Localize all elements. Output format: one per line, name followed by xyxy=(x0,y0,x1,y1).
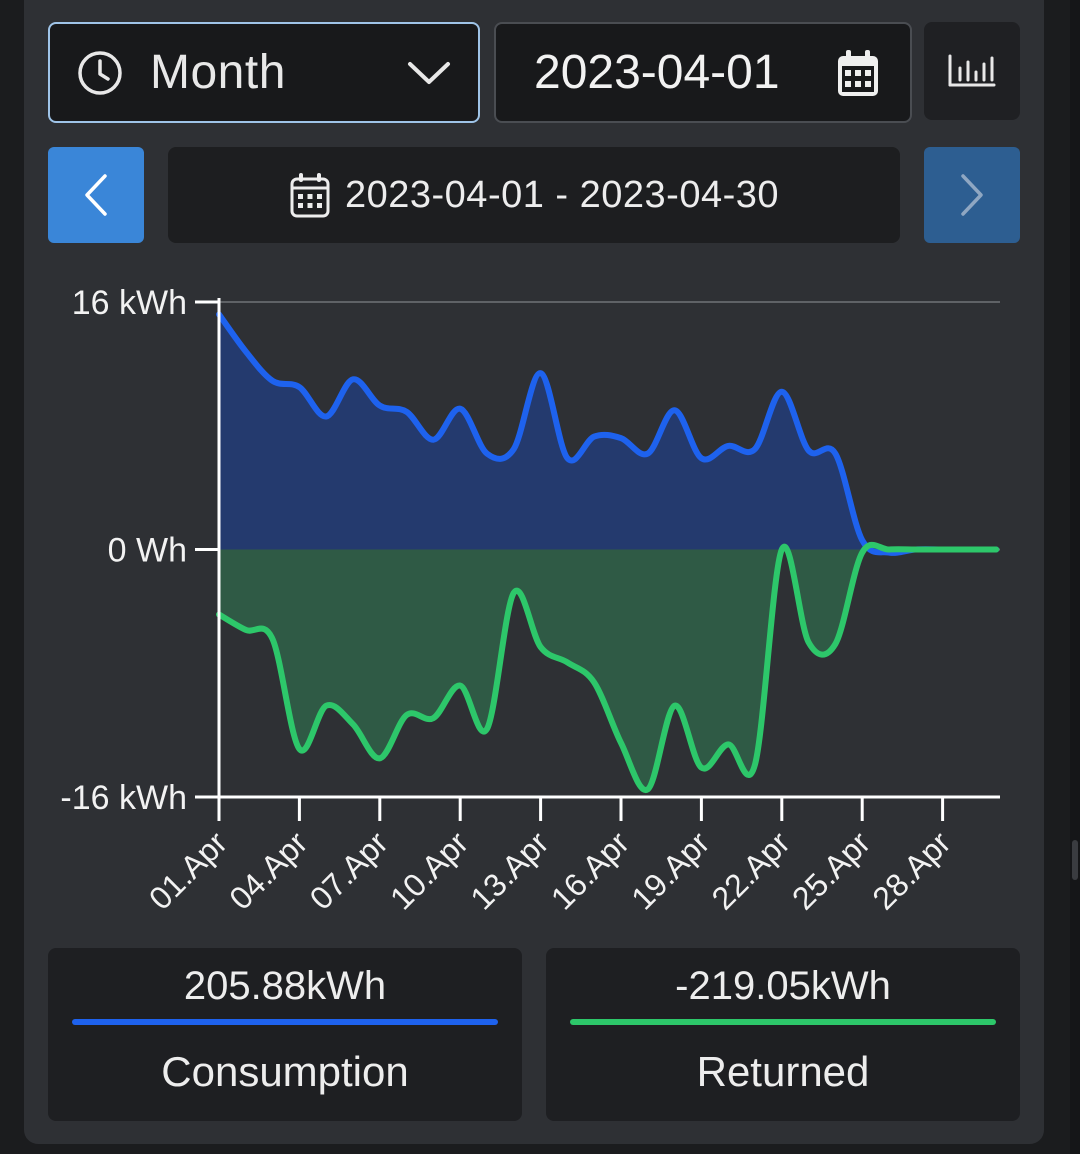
consumption-total-value: 205.88kWh xyxy=(183,964,387,1008)
consumption-line xyxy=(216,311,1000,556)
consumption-total-card[interactable]: 205.88kWh Consumption xyxy=(48,948,522,1121)
y-tick-label: 0 Wh xyxy=(108,532,187,570)
y-tick-label: -16 kWh xyxy=(60,779,187,817)
x-tick-label: 16.Apr xyxy=(544,824,636,916)
calendar-icon xyxy=(290,173,330,218)
consumption-label: Consumption xyxy=(161,1048,409,1095)
date-value: 2023-04-01 xyxy=(534,46,778,99)
x-tick-label: 10.Apr xyxy=(383,824,475,916)
x-tick-label: 28.Apr xyxy=(865,824,957,916)
consumption-area xyxy=(219,314,997,553)
period-value: Month xyxy=(150,46,286,99)
page-scrollbar[interactable] xyxy=(1070,0,1080,1154)
returned-legend-bar xyxy=(570,1019,996,1025)
calendar-icon[interactable] xyxy=(836,48,880,98)
x-tick-label: 13.Apr xyxy=(463,824,555,916)
y-tick-label: 16 kWh xyxy=(72,284,187,322)
period-select[interactable]: Month xyxy=(48,22,480,123)
x-tick-label: 25.Apr xyxy=(785,824,877,916)
returned-total-value: -219.05kWh xyxy=(675,964,891,1008)
chevron-right-icon xyxy=(961,174,983,216)
returned-total-card[interactable]: -219.05kWh Returned xyxy=(546,948,1020,1121)
consumption-legend-bar xyxy=(72,1019,498,1025)
previous-period-button[interactable] xyxy=(48,147,144,243)
scrollbar-thumb[interactable] xyxy=(1072,840,1078,880)
returned-area xyxy=(219,544,997,791)
chart-toggle-button[interactable] xyxy=(924,22,1020,120)
next-period-button[interactable] xyxy=(924,147,1020,243)
x-tick-label: 04.Apr xyxy=(222,824,314,916)
x-tick-label: 07.Apr xyxy=(303,824,395,916)
date-input[interactable]: 2023-04-01 xyxy=(494,22,912,123)
clock-icon xyxy=(78,50,122,95)
energy-chart: 16 kWh 0 Wh -16 kWh 01.Apr04.Apr07.Apr10.A… xyxy=(60,284,1000,917)
chevron-down-icon xyxy=(408,61,450,84)
x-tick-label: 01.Apr xyxy=(142,824,234,916)
bar-chart-icon xyxy=(948,54,996,87)
chevron-left-icon xyxy=(85,174,107,216)
returned-line xyxy=(216,541,1000,793)
date-range-text: 2023-04-01 - 2023-04-30 xyxy=(344,173,780,216)
x-tick-label: 22.Apr xyxy=(705,824,797,916)
date-range-display[interactable]: 2023-04-01 - 2023-04-30 xyxy=(168,147,900,243)
returned-label: Returned xyxy=(696,1048,870,1095)
x-tick-label: 19.Apr xyxy=(624,824,716,916)
